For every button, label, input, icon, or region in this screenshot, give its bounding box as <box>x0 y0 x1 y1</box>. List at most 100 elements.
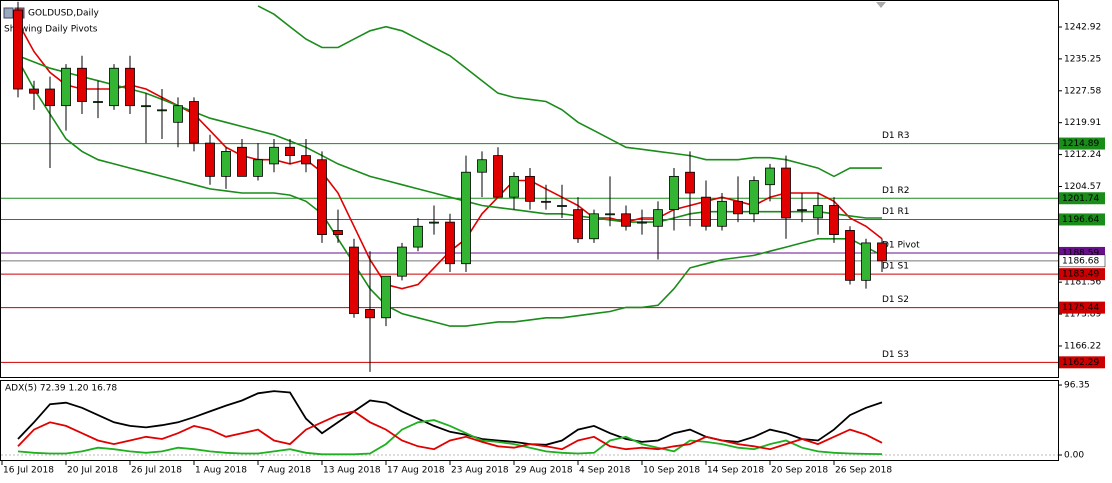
pivot-label: D1 R3 <box>882 131 910 141</box>
candle-body <box>445 221 455 265</box>
candle-body <box>749 180 759 215</box>
price-tag <box>1059 213 1105 226</box>
y-tick-label: 1212.24 <box>1064 150 1101 160</box>
candle-body <box>205 142 215 177</box>
candle-body <box>861 242 871 281</box>
candle-body <box>173 105 183 123</box>
x-tick-label: 26 Sep 2018 <box>835 466 892 476</box>
candle-body <box>397 246 407 277</box>
x-tick-label: 4 Sep 2018 <box>579 466 631 476</box>
pivot-label: D1 Pivot <box>882 240 920 250</box>
indicator-title: ADX(5) 72.39 1.20 16.78 <box>5 384 117 394</box>
x-tick-label: 20 Jul 2018 <box>67 466 118 476</box>
icon <box>3 7 14 19</box>
x-tick-label: 1 Aug 2018 <box>195 466 247 476</box>
candle-body <box>93 101 103 103</box>
chart-title: GOLDUSD,Daily <box>28 9 100 19</box>
price-tag-label: 1162.29 <box>1062 358 1099 368</box>
candle-body <box>237 146 247 177</box>
x-tick-label: 29 Aug 2018 <box>515 466 573 476</box>
candle-body <box>573 209 583 240</box>
candle-body <box>61 67 71 107</box>
pivot-label: D1 S3 <box>882 350 909 360</box>
price-tag <box>1059 137 1105 150</box>
chart-subtitle: Showing Daily Pivots <box>4 25 98 35</box>
x-tick-label: 10 Sep 2018 <box>643 466 700 476</box>
candle-body <box>301 155 311 165</box>
x-tick-label: 7 Aug 2018 <box>259 466 311 476</box>
price-tag <box>1059 268 1105 281</box>
candle-body <box>413 225 423 248</box>
candle-body <box>29 88 39 94</box>
candle-body <box>429 221 439 224</box>
pivot-label: D1 S1 <box>882 262 909 272</box>
candle-body <box>269 146 279 165</box>
price-tag <box>1059 356 1105 369</box>
candle-body <box>589 213 599 240</box>
candle-body <box>765 167 775 186</box>
candle-body <box>333 230 343 236</box>
pivot-label: D1 S2 <box>882 295 909 305</box>
shift-marker <box>876 2 886 8</box>
candle-body <box>541 200 551 203</box>
candle-body <box>13 9 23 90</box>
candle-body <box>557 205 567 207</box>
x-tick-label: 26 Jul 2018 <box>131 466 182 476</box>
candle-body <box>621 213 631 227</box>
x-tick-label: 13 Aug 2018 <box>323 466 381 476</box>
candle-body <box>797 209 807 212</box>
candle-body <box>253 159 263 177</box>
candle-body <box>189 101 199 144</box>
y-tick-label: 96.35 <box>1064 381 1090 391</box>
candle-body <box>701 196 711 227</box>
x-tick-label: 14 Sep 2018 <box>707 466 764 476</box>
candle-body <box>157 109 167 112</box>
candle-body <box>285 146 295 156</box>
adx-panel <box>0 380 1059 461</box>
bid-tag <box>1058 254 1106 268</box>
y-tick-label: 1204.57 <box>1064 182 1101 192</box>
bid-tag-label: 1186.68 <box>1062 256 1099 266</box>
price-tag-label: 1201.74 <box>1062 194 1099 204</box>
candle-body <box>669 175 679 211</box>
price-panel <box>0 0 1059 378</box>
candle-body <box>781 167 791 219</box>
y-tick-label: 1227.58 <box>1064 86 1101 96</box>
candle-body <box>381 275 391 319</box>
candle-body <box>829 205 839 236</box>
y-tick-label: 0.00 <box>1064 450 1084 460</box>
price-tag-label: 1196.64 <box>1062 215 1099 225</box>
candle-body <box>845 230 855 281</box>
candle-body <box>685 171 695 194</box>
candle-body <box>477 159 487 173</box>
candle-body <box>317 159 327 236</box>
candle-body <box>605 213 615 216</box>
x-tick-label: 17 Aug 2018 <box>387 466 445 476</box>
y-tick-label: 1242.92 <box>1064 22 1101 32</box>
y-tick-label: 1235.25 <box>1064 54 1101 64</box>
candle-body <box>653 209 663 227</box>
candle-body <box>733 200 743 215</box>
indicator-line <box>17 390 883 446</box>
indicator-line <box>257 5 882 178</box>
price-tag <box>1059 246 1105 259</box>
x-tick-label: 20 Sep 2018 <box>771 466 828 476</box>
candle-body <box>877 242 887 262</box>
pivot-label: D1 R2 <box>882 186 910 196</box>
candle-body <box>349 246 359 315</box>
y-tick-label: 1181.56 <box>1064 278 1101 288</box>
indicator-line <box>17 59 883 327</box>
y-tick-label: 1166.22 <box>1064 341 1101 351</box>
indicator-line <box>17 419 883 456</box>
price-tag-label: 1175.44 <box>1062 303 1099 313</box>
candle-body <box>77 67 87 102</box>
candle-body <box>365 309 375 319</box>
candle-body <box>717 200 727 227</box>
candle-body <box>141 105 151 108</box>
candle-body <box>125 67 135 107</box>
price-tag <box>1059 301 1105 314</box>
candle-body <box>461 171 471 265</box>
price-tag-label: 1183.49 <box>1062 270 1099 280</box>
candle-body <box>525 175 535 202</box>
